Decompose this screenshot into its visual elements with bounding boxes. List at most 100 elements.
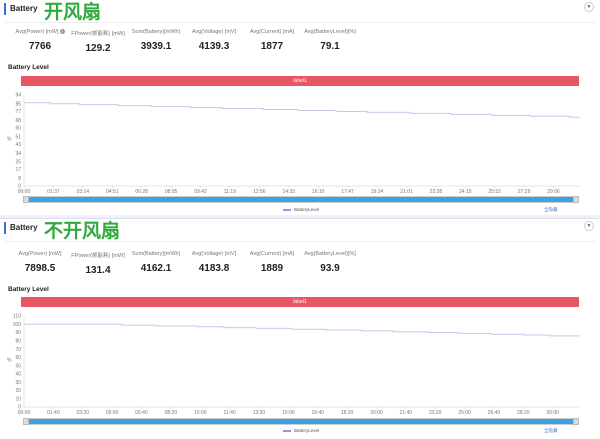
x-tick-label: 30:00 — [546, 410, 559, 416]
x-tick-label: 06:40 — [135, 410, 148, 416]
collapse-chevron-icon[interactable]: ▼ — [584, 2, 594, 12]
x-tick-label: 28:20 — [517, 410, 530, 416]
panel-title: Battery — [4, 222, 38, 234]
x-tick-label: 21:01 — [400, 189, 413, 195]
battery-level-line — [24, 323, 580, 337]
panel-title: Battery — [4, 3, 38, 15]
stat-item: Sum(Battery)[mWh] 4162.1 — [121, 251, 191, 274]
y-tick-label: 8 — [18, 176, 21, 182]
section-title: Battery Level — [8, 64, 49, 71]
y-tick-label: 110 — [13, 314, 21, 320]
stat-label: Sum(Battery)[mWh] — [131, 251, 181, 257]
x-tick-label: 10:00 — [194, 410, 207, 416]
x-tick-label: 01:37 — [47, 189, 60, 195]
y-axis-label: % — [7, 358, 12, 364]
y-tick-label: 80 — [15, 339, 21, 345]
question-circle-icon[interactable]: ? — [59, 29, 65, 34]
stat-item: Sum(Battery)[mWh] 3939.1 — [121, 29, 191, 52]
x-tick-label: 08:20 — [165, 410, 178, 416]
annotation-label: 不开风扇 — [44, 220, 121, 242]
y-tick-label: 0 — [18, 405, 21, 411]
battery-panel-fan-on: Battery 开风扇 ▼ Avg(Power) [mW]? 7766 FPow… — [0, 0, 600, 215]
slider-handle-right[interactable] — [573, 418, 579, 425]
slider-handle-right[interactable] — [573, 196, 579, 203]
y-tick-label: 50 — [15, 363, 21, 369]
x-tick-label: 23:20 — [429, 410, 442, 416]
battery-panel-fan-off: Battery 不开风扇 ▼ Avg(Power) [mW] 7898.5 FP… — [0, 218, 600, 439]
y-tick-label: 51 — [15, 134, 21, 140]
x-tick-label: 15:00 — [282, 410, 295, 416]
x-tick-label: 16:40 — [311, 410, 324, 416]
stat-item: Avg(Current) [mA] 1877 — [237, 29, 307, 52]
y-tick-label: 77 — [15, 109, 21, 115]
slider-handle-left[interactable] — [23, 196, 29, 203]
stat-value: 4162.1 — [140, 263, 172, 274]
stat-label: Avg(Current) [mA] — [249, 251, 295, 257]
x-tick-label: 26:40 — [488, 410, 501, 416]
y-axis-label: % — [7, 137, 12, 143]
y-tick-label: 10 — [15, 396, 21, 402]
divider — [4, 22, 596, 23]
y-tick-label: 17 — [15, 167, 21, 173]
stat-label: Avg(Power) [mW] — [18, 251, 62, 257]
annotation-label: 开风扇 — [44, 1, 102, 23]
x-tick-label: 00:00 — [18, 410, 31, 416]
divider — [4, 241, 596, 242]
x-tick-label: 29:06 — [547, 189, 560, 195]
x-tick-label: 06:28 — [135, 189, 148, 195]
x-tick-label: 20:00 — [370, 410, 383, 416]
x-tick-label: 27:29 — [518, 189, 531, 195]
x-tick-label: 11:40 — [224, 410, 236, 416]
x-tick-label: 08:05 — [165, 189, 178, 195]
y-tick-label: 70 — [15, 347, 21, 353]
legend-swatch — [283, 429, 291, 432]
legend-item[interactable]: BatteryLevel — [283, 207, 319, 212]
stat-item: Avg(Power) [mW] 7898.5 — [5, 251, 75, 274]
x-tick-label: 11:19 — [224, 189, 236, 195]
stat-label: FPower(帧能耗) [mW] — [71, 31, 125, 37]
stat-value: 4183.8 — [198, 263, 230, 274]
stat-value: 3939.1 — [140, 41, 172, 52]
stat-label: FPower(帧能耗) [mW] — [71, 253, 125, 259]
y-tick-label: 43 — [15, 142, 21, 148]
legend-swatch — [283, 208, 291, 211]
battery-level-line — [24, 102, 580, 118]
panel-separator — [0, 214, 600, 218]
stat-label: Avg(Power) [mW] — [15, 29, 59, 35]
y-tick-label: 40 — [15, 372, 21, 378]
hide-all-button[interactable]: 全隐藏 — [544, 207, 558, 212]
y-tick-label: 68 — [15, 118, 21, 124]
stat-value: 4139.3 — [198, 41, 230, 52]
stat-value: 131.4 — [85, 265, 111, 276]
y-tick-label: 85 — [15, 101, 21, 107]
x-tick-label: 03:14 — [77, 189, 90, 195]
zoom-slider[interactable] — [23, 418, 579, 425]
stat-item: Avg(Voltage) [mV] 4139.3 — [179, 29, 249, 52]
zoom-slider[interactable] — [23, 196, 579, 203]
y-tick-label: 60 — [15, 126, 21, 132]
x-tick-label: 24:15 — [459, 189, 472, 195]
stat-label: Avg(Current) [mA] — [249, 29, 295, 35]
x-tick-label: 01:40 — [47, 410, 60, 416]
hide-all-button[interactable]: 全隐藏 — [544, 428, 558, 433]
stat-label: Avg(Voltage) [mV] — [191, 29, 237, 35]
stat-value: 7898.5 — [24, 263, 56, 274]
stat-item: Avg(Current) [mA] 1889 — [237, 251, 307, 274]
stat-item: Avg(BatteryLevel)[%] 93.9 — [295, 251, 365, 274]
slider-handle-left[interactable] — [23, 418, 29, 425]
stat-value: 129.2 — [85, 43, 111, 54]
legend-label: BatteryLevel — [294, 428, 320, 433]
x-tick-label: 16:10 — [312, 189, 325, 195]
x-tick-label: 25:52 — [488, 189, 501, 195]
x-tick-label: 25:00 — [458, 410, 471, 416]
x-tick-label: 00:00 — [18, 189, 31, 195]
label-band: label1 — [21, 297, 579, 307]
x-tick-label: 14:33 — [283, 189, 296, 195]
x-tick-label: 12:56 — [253, 189, 266, 195]
collapse-chevron-icon[interactable]: ▼ — [584, 221, 594, 231]
x-tick-label: 04:51 — [106, 189, 119, 195]
y-tick-label: 34 — [15, 151, 21, 157]
stat-value: 1877 — [260, 41, 284, 52]
legend-item[interactable]: BatteryLevel — [283, 428, 319, 433]
stat-value: 7766 — [28, 41, 52, 52]
